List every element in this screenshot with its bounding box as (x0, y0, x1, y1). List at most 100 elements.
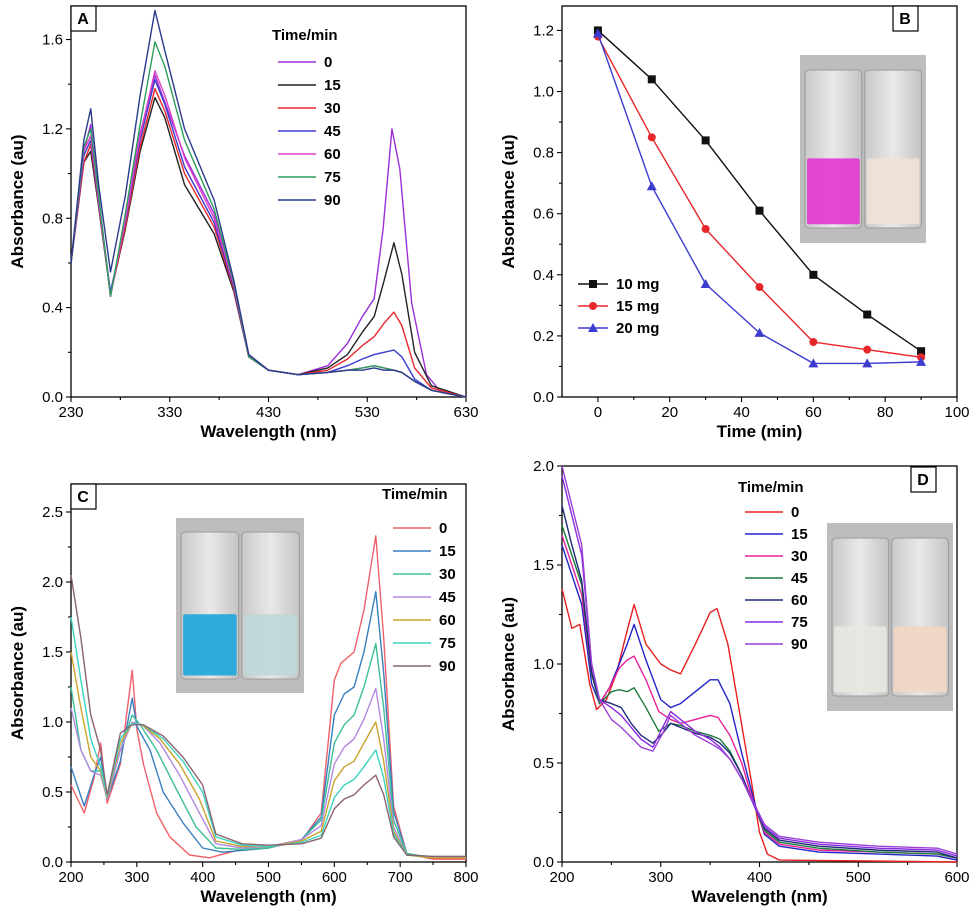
data-point (647, 75, 656, 84)
beaker-liquid (834, 626, 887, 693)
x-tick-label: 700 (388, 869, 413, 886)
beaker-liquid (893, 626, 947, 693)
beaker-liquid (243, 614, 298, 676)
y-tick-label: 2.0 (42, 574, 63, 591)
x-tick-label: 230 (58, 404, 83, 421)
panel-c: 200 300 400 500 600 700 8000.00.51.01.52.02.5W… (8, 483, 479, 906)
y-tick-label: 1.2 (42, 121, 63, 138)
series-0 (70, 74, 467, 398)
series-60 (70, 70, 467, 398)
y-tick-label: 2.5 (42, 504, 63, 521)
legend-entry: 10 mg (616, 276, 659, 293)
legend-entry: 60 (439, 612, 456, 629)
y-tick-label: 0.5 (42, 784, 63, 801)
series-45 (70, 687, 466, 859)
panel-letter: A (77, 11, 89, 28)
x-tick-label: 300 (124, 869, 149, 886)
legend: Time/min 0 15 30 45 60 75 90 (382, 486, 456, 675)
y-tick-label: 0.6 (533, 206, 554, 223)
series-line (70, 74, 467, 398)
legend-entry: 0 (791, 504, 799, 521)
data-point (647, 133, 656, 142)
series-90 (561, 465, 958, 855)
x-axis-label: Wavelength (nm) (691, 887, 827, 906)
y-axis-label: Absorbance (au) (8, 606, 27, 740)
legend-entry: 20 mg (616, 320, 659, 337)
panel-letter: B (899, 11, 911, 28)
legend: Time/min 0 15 30 45 60 75 90 (738, 479, 808, 653)
data-point (917, 347, 926, 356)
y-tick-label: 1.0 (533, 84, 554, 101)
x-tick-label: 400 (747, 869, 772, 886)
legend-entry: 90 (324, 192, 341, 209)
data-point (646, 181, 657, 191)
y-tick-label: 1.2 (533, 22, 554, 39)
inset-photo (176, 518, 304, 693)
beaker-liquid (866, 158, 920, 225)
panel-letter-box (910, 466, 937, 493)
y-tick-label: 0.4 (533, 267, 554, 284)
panel-letter: C (77, 489, 89, 506)
legend-entry: 75 (439, 635, 456, 652)
y-tick-label: 0.0 (42, 389, 63, 406)
legend-entry: 75 (791, 614, 808, 631)
y-tick-label: 0.0 (42, 854, 63, 871)
x-tick-label: 80 (877, 404, 894, 421)
y-tick-label: 0.8 (42, 210, 63, 227)
panel-d: 200 300 400 500 6000.00.51.01.52.0Wavelength… (499, 458, 970, 906)
data-point (592, 28, 603, 38)
x-tick-label: 500 (846, 869, 871, 886)
y-tick-label: 1.0 (533, 656, 554, 673)
data-point (916, 356, 927, 366)
legend-entry: 30 (791, 548, 808, 565)
x-tick-label: 430 (256, 404, 281, 421)
legend-entry: 45 (791, 570, 808, 587)
panel-b: 0 20 40 60 80 100 0.0 0.2 0.4 0.6 0.8 1.0 1.2 Time (m… (499, 5, 970, 441)
inset-photo (827, 523, 953, 711)
panel-letter-box (70, 5, 97, 32)
beaker-liquid (183, 614, 237, 676)
legend-entry: 45 (439, 589, 456, 606)
legend-marker (589, 302, 597, 310)
data-point (862, 358, 873, 368)
data-point (701, 224, 710, 233)
legend-entry: 60 (791, 592, 808, 609)
data-point (809, 338, 818, 347)
y-axis-label: Absorbance (au) (499, 134, 518, 268)
x-tick-label: 0 (594, 404, 602, 421)
inset-photo (800, 55, 926, 243)
series-20-mg (592, 28, 927, 368)
beaker-liquid (807, 158, 860, 225)
series-90 (70, 574, 466, 858)
x-tick-label: 600 (944, 869, 969, 886)
legend-title: Time/min (272, 27, 338, 44)
data-point (809, 270, 818, 279)
legend-entry: 90 (439, 658, 456, 675)
series-45 (561, 525, 958, 859)
y-tick-label: 1.5 (42, 644, 63, 661)
series-line (70, 70, 467, 398)
series-line (70, 79, 467, 398)
y-tick-label: 0.5 (533, 755, 554, 772)
legend-entry: 15 (324, 77, 341, 94)
legend-marker (589, 280, 597, 288)
series-90 (70, 9, 467, 398)
data-point (701, 136, 710, 145)
legend-title: Time/min (738, 479, 804, 496)
y-axis-label: Absorbance (au) (499, 597, 518, 731)
data-point (700, 278, 711, 288)
x-tick-label: 400 (190, 869, 215, 886)
legend-entry: 45 (324, 123, 341, 140)
y-tick-label: 0.2 (533, 328, 554, 345)
data-point (808, 358, 819, 368)
x-tick-label: 200 (58, 869, 83, 886)
legend-entry: 0 (324, 54, 332, 71)
legend-entry: 15 mg (616, 298, 659, 315)
legend: Time/min 0 15 30 45 60 75 90 (272, 27, 341, 209)
panel-a: 230 330 430 530 630 0.0 0.4 0.8 1.2 1.6 Wavelength… (8, 5, 479, 441)
series-line (70, 574, 466, 858)
legend-marker (588, 323, 598, 332)
x-tick-label: 100 (944, 404, 969, 421)
x-tick-label: 60 (805, 404, 822, 421)
